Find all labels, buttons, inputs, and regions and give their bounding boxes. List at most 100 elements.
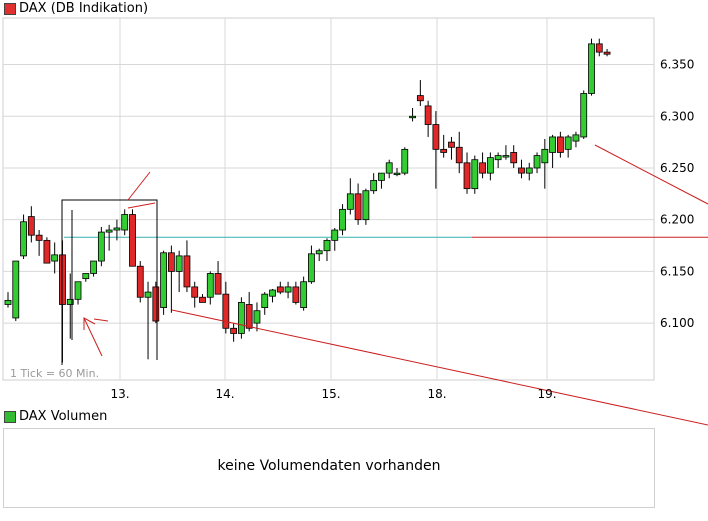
x-tick-label: 18. bbox=[427, 387, 446, 401]
candle-body bbox=[603, 51, 611, 55]
candle bbox=[572, 131, 580, 148]
candle bbox=[276, 281, 284, 295]
candle-body bbox=[339, 208, 346, 231]
y-tick-label: 6.300 bbox=[660, 109, 694, 123]
y-tick-label: 6.200 bbox=[660, 213, 694, 227]
candle bbox=[588, 38, 595, 96]
candle bbox=[191, 281, 199, 308]
candle-body bbox=[463, 162, 471, 190]
candle bbox=[261, 292, 269, 315]
candle bbox=[549, 134, 556, 168]
candle bbox=[160, 250, 168, 315]
candle bbox=[292, 281, 300, 305]
main-legend-swatch bbox=[4, 3, 16, 15]
candle-body bbox=[245, 304, 253, 329]
candle bbox=[346, 178, 354, 215]
candle bbox=[424, 100, 432, 137]
trendline-lower bbox=[171, 309, 708, 426]
candle-body bbox=[230, 327, 238, 334]
candle-body bbox=[253, 310, 261, 324]
candle bbox=[595, 38, 603, 57]
candle-body bbox=[494, 155, 502, 161]
candle-body bbox=[346, 193, 354, 210]
candle bbox=[300, 276, 308, 311]
grid-layer bbox=[3, 18, 654, 380]
candle bbox=[222, 281, 230, 334]
y-tick-label: 6.100 bbox=[660, 316, 694, 330]
candle bbox=[199, 294, 206, 303]
candle-body bbox=[269, 289, 276, 297]
candle-body bbox=[12, 260, 20, 319]
candle bbox=[214, 261, 222, 295]
arrow-shaft-bottom bbox=[83, 317, 103, 357]
candle-body bbox=[588, 43, 595, 94]
candle-body bbox=[378, 172, 385, 181]
trendline-upper bbox=[594, 144, 708, 205]
candle-body bbox=[222, 293, 230, 329]
candle-body bbox=[261, 293, 269, 309]
candle-body bbox=[183, 255, 191, 288]
candle-body bbox=[518, 167, 525, 174]
candle-body bbox=[82, 273, 90, 280]
candle-body bbox=[479, 162, 486, 174]
candle bbox=[486, 152, 494, 181]
candle-body bbox=[385, 162, 393, 174]
volume-legend-label: DAX Volumen bbox=[19, 409, 108, 424]
candle-body bbox=[292, 286, 300, 303]
candle bbox=[269, 288, 276, 303]
candle bbox=[448, 136, 455, 160]
candle bbox=[393, 167, 401, 177]
candle bbox=[315, 248, 323, 262]
candle-body bbox=[331, 229, 339, 241]
candle-layer bbox=[4, 38, 611, 363]
tick-interval-note: 1 Tick = 60 Min. bbox=[10, 367, 99, 380]
candle bbox=[378, 172, 385, 189]
candle-body bbox=[167, 252, 175, 272]
candle bbox=[518, 159, 525, 179]
candle bbox=[502, 145, 510, 160]
candle-body bbox=[315, 250, 323, 255]
volume-empty-message: keine Volumendaten vorhanden bbox=[217, 458, 441, 474]
candle bbox=[66, 273, 74, 339]
candle bbox=[339, 204, 346, 236]
arrow-shaft-top bbox=[127, 202, 156, 209]
arrow-tail-bottom bbox=[93, 318, 109, 322]
arrow-head-bottom bbox=[83, 317, 96, 330]
candle-body bbox=[455, 146, 463, 164]
candle-body bbox=[308, 253, 315, 283]
candle-body bbox=[580, 93, 588, 138]
candle bbox=[409, 107, 416, 122]
candle bbox=[432, 111, 440, 189]
volume-panel: keine Volumendaten vorhanden bbox=[3, 428, 655, 508]
candle bbox=[12, 260, 20, 322]
candle bbox=[230, 323, 238, 342]
arrow-head-top bbox=[127, 171, 151, 201]
y-tick-label: 6.150 bbox=[660, 264, 694, 278]
candle-body bbox=[525, 167, 533, 174]
candle-body bbox=[105, 229, 113, 233]
candle bbox=[43, 237, 51, 264]
candle bbox=[129, 209, 136, 267]
candle bbox=[308, 245, 315, 284]
candle-body bbox=[362, 190, 370, 221]
candle bbox=[20, 214, 27, 259]
y-tick-label: 6.250 bbox=[660, 161, 694, 175]
x-tick-label: 15. bbox=[321, 387, 340, 401]
candle-body bbox=[20, 221, 27, 257]
label-layer: 6.100 6.150 6.200 6.250 6.300 6.350 13. 14. 15. 1… bbox=[10, 58, 694, 401]
candle bbox=[113, 219, 121, 241]
candle-body bbox=[409, 115, 416, 119]
volume-legend-swatch bbox=[4, 411, 16, 423]
candle-body bbox=[556, 136, 564, 153]
candle-body bbox=[199, 296, 206, 303]
candle-body bbox=[424, 105, 432, 125]
candle bbox=[455, 131, 463, 174]
candle-body bbox=[136, 265, 144, 298]
candle-body bbox=[152, 286, 160, 322]
candle bbox=[144, 281, 152, 360]
candle bbox=[152, 281, 160, 324]
candle-body bbox=[51, 254, 59, 262]
candle bbox=[331, 227, 339, 251]
candle bbox=[74, 281, 82, 305]
